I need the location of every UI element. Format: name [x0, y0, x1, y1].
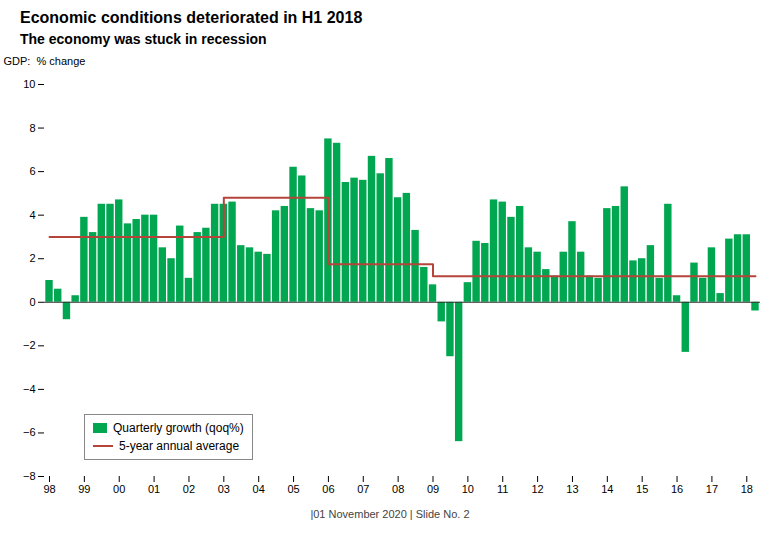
svg-text:15: 15 — [636, 483, 648, 495]
svg-text:13: 13 — [566, 483, 578, 495]
svg-text:12: 12 — [531, 483, 543, 495]
html-text:Quarterly growth (qoq%): Quarterly growth (qoq%) — [113, 421, 244, 435]
svg-text:6: 6 — [29, 165, 35, 177]
svg-text:03: 03 — [218, 483, 230, 495]
html-text:The economy was stuck in reces: The economy was stuck in recession — [20, 31, 267, 47]
svg-text:04: 04 — [253, 483, 265, 495]
svg-text:06: 06 — [322, 483, 334, 495]
svg-text:−4: −4 — [23, 383, 36, 395]
svg-text:08: 08 — [392, 483, 404, 495]
svg-text:17: 17 — [706, 483, 718, 495]
svg-text:98: 98 — [43, 483, 55, 495]
svg-text:07: 07 — [357, 483, 369, 495]
svg-text:11: 11 — [497, 483, 508, 495]
svg-text:0: 0 — [29, 296, 35, 308]
html-text:|01 November 2020 | Slide No.: |01 November 2020 | Slide No. 2 — [310, 508, 470, 520]
svg-text:10: 10 — [462, 483, 474, 495]
html-text:5-year annual average: 5-year annual average — [119, 439, 240, 453]
svg-text:−2: −2 — [23, 339, 36, 351]
svg-text:8: 8 — [29, 122, 35, 134]
svg-text:14: 14 — [601, 483, 613, 495]
svg-text:−8: −8 — [23, 470, 36, 482]
svg-text:02: 02 — [183, 483, 195, 495]
svg-text:10: 10 — [23, 78, 35, 90]
svg-text:01: 01 — [148, 483, 160, 495]
svg-text:4: 4 — [29, 209, 35, 221]
svg-text:05: 05 — [287, 483, 299, 495]
svg-text:16: 16 — [671, 483, 683, 495]
svg-text:09: 09 — [427, 483, 439, 495]
svg-text:99: 99 — [78, 483, 90, 495]
svg-text:18: 18 — [741, 483, 753, 495]
svg-text:2: 2 — [29, 252, 35, 264]
svg-text:GDP: % change: GDP: % change — [4, 55, 86, 67]
html-text:Economic conditions deteriorat: Economic conditions deteriorated in H1 2… — [20, 9, 363, 26]
svg-text:−6: −6 — [23, 426, 36, 438]
svg-text:00: 00 — [113, 483, 125, 495]
